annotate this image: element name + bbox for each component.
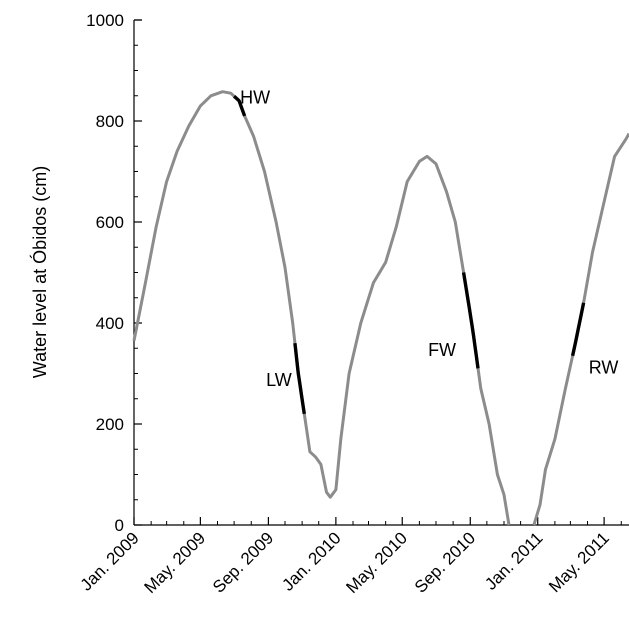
y-axis-title: Water level at Óbidos (cm) bbox=[29, 166, 50, 378]
y-ticks: 0 200 400 600 800 1000 bbox=[86, 11, 142, 535]
highlight-rw bbox=[570, 302, 586, 357]
highlight-group bbox=[233, 94, 586, 415]
x-tick-label: Jan. 2011 bbox=[481, 528, 546, 593]
x-tick-label: Sep. 2010 bbox=[411, 528, 479, 596]
x-tick-label: May. 2010 bbox=[342, 528, 411, 597]
x-tick-label: Jan. 2009 bbox=[77, 528, 143, 594]
series-line-2 bbox=[532, 132, 629, 526]
axes bbox=[133, 19, 629, 526]
highlight-lw bbox=[293, 343, 306, 415]
highlight-hw bbox=[233, 94, 247, 117]
x-tick-label: Jan. 2010 bbox=[278, 528, 344, 594]
series-group bbox=[132, 90, 629, 526]
x-tick-label: May. 2011 bbox=[545, 528, 613, 596]
y-tick-label: 400 bbox=[96, 314, 124, 333]
y-tick-label: 1000 bbox=[86, 11, 124, 30]
series-line-1 bbox=[132, 90, 511, 526]
annotation-lw: LW bbox=[266, 370, 292, 390]
annotation-fw: FW bbox=[428, 340, 456, 360]
y-tick-label: 200 bbox=[96, 415, 124, 434]
annotation-hw: HW bbox=[240, 87, 270, 107]
y-tick-label: 600 bbox=[96, 213, 124, 232]
x-tick-label: May. 2009 bbox=[141, 528, 210, 597]
annotation-group: HW LW FW RW bbox=[240, 87, 618, 390]
y-tick-label: 0 bbox=[115, 516, 124, 535]
annotation-rw: RW bbox=[589, 358, 619, 378]
x-tick-label: Sep. 2009 bbox=[209, 528, 277, 596]
highlight-fw bbox=[461, 272, 480, 369]
y-tick-label: 800 bbox=[96, 112, 124, 131]
